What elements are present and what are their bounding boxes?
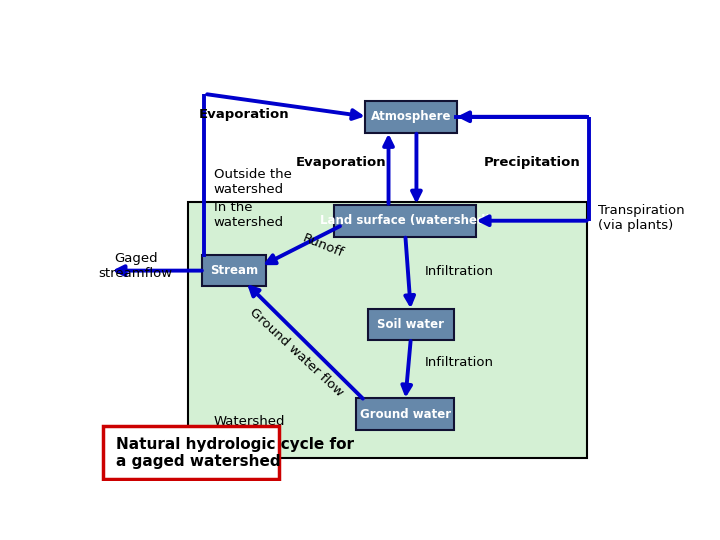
- Text: Natural hydrologic cycle for
a gaged watershed: Natural hydrologic cycle for a gaged wat…: [116, 436, 354, 469]
- FancyBboxPatch shape: [368, 309, 454, 340]
- Text: In the
watershed: In the watershed: [214, 201, 284, 229]
- Text: Runoff: Runoff: [301, 232, 346, 260]
- FancyBboxPatch shape: [188, 202, 587, 458]
- Text: Evaporation: Evaporation: [199, 108, 289, 121]
- Text: Land surface (watershed): Land surface (watershed): [320, 214, 490, 227]
- Text: Ground water flow: Ground water flow: [248, 306, 346, 399]
- Text: Infiltration: Infiltration: [425, 265, 494, 278]
- Text: Ground water: Ground water: [360, 408, 451, 421]
- FancyBboxPatch shape: [334, 205, 477, 237]
- Text: Evaporation: Evaporation: [296, 156, 387, 169]
- Text: Outside the
watershed: Outside the watershed: [214, 168, 292, 196]
- Text: Atmosphere: Atmosphere: [371, 110, 451, 123]
- Text: Gaged
streamflow: Gaged streamflow: [99, 252, 173, 280]
- Text: Soil water: Soil water: [377, 318, 444, 331]
- Text: Transpiration
(via plants): Transpiration (via plants): [598, 204, 685, 232]
- Text: Stream: Stream: [210, 264, 258, 277]
- FancyBboxPatch shape: [356, 399, 454, 430]
- Text: Watershed: Watershed: [214, 415, 285, 428]
- FancyBboxPatch shape: [365, 100, 457, 133]
- FancyBboxPatch shape: [202, 255, 266, 286]
- Text: Precipitation: Precipitation: [483, 156, 580, 169]
- Text: Infiltration: Infiltration: [425, 356, 494, 369]
- FancyBboxPatch shape: [103, 426, 279, 480]
